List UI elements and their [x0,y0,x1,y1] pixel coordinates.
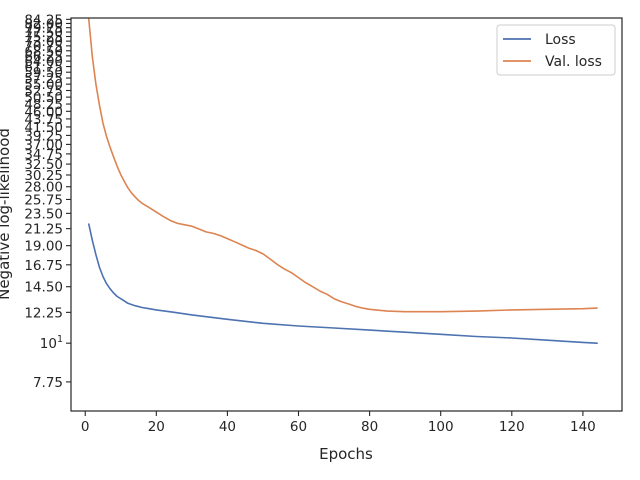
y-tick-label-text: 39.25 [24,128,63,144]
y-tick-label: 84.25 [24,12,63,28]
y-tick-label-text: 66.25 [24,49,63,65]
x-tick-label: 140 [570,419,596,435]
y-tick-label: 101 [40,334,63,352]
y-tick-label: 75.25 [24,30,63,46]
series-line-val-loss [88,18,598,313]
y-tick-label-text: 55.00 [24,77,63,93]
y-tick-label-text: 37.00 [24,137,63,153]
y-tick-label-text: 28.00 [24,180,63,196]
y-tick-label: 23.50 [24,206,63,222]
y-tick-label-text: 10 [40,336,57,352]
legend-entry: Loss [545,32,576,48]
y-tick-label: 68.50 [24,44,63,60]
x-tick-label: 0 [81,419,90,435]
y-tick-label-text: 25.75 [24,192,63,208]
y-tick-label-text: 41.50 [24,120,63,136]
y-tick-label: 61.75 [24,60,63,76]
series-line-loss [88,223,598,345]
y-tick-label-text: 14.50 [24,280,63,296]
y-tick-label-text: 43.75 [24,112,63,128]
y-tick-label-text: 61.75 [24,60,63,76]
y-tick-label-text: 77.50 [24,25,63,41]
y-tick-label: 39.25 [24,128,63,144]
y-tick-label-text: 21.25 [24,222,63,238]
y-tick-label: 70.75 [24,39,63,55]
y-tick-label-exponent: 1 [57,334,63,345]
plot-frame [70,17,623,412]
y-tick-label: 37.00 [24,137,63,153]
y-tick-label-text: 79.75 [24,21,63,37]
y-tick-label: 57.25 [24,71,63,87]
y-tick-label-text: 7.75 [33,375,63,391]
y-tick-label: 25.75 [24,192,63,208]
y-tick-label-text: 50.50 [24,90,63,106]
legend-box [496,24,616,76]
y-tick-label-text: 23.50 [24,206,63,222]
y-tick-label: 64.00 [24,54,63,70]
x-tick-label: 80 [361,419,378,435]
y-tick-label: 59.50 [24,65,63,81]
y-tick-label-text: 32.50 [24,157,63,173]
y-tick-label: 46.00 [24,104,63,120]
y-tick-label: 28.00 [24,180,63,196]
y-tick-label: 43.75 [24,112,63,128]
y-tick-label: 73.00 [24,34,63,50]
y-tick-label: 19.00 [24,239,63,255]
y-tick-label: 79.75 [24,21,63,37]
x-tick-label: 40 [219,419,236,435]
y-axis-label: Negative log-likelihood [0,128,13,300]
legend: Loss Val. loss [496,24,616,76]
y-tick-label: 48.25 [24,97,63,113]
tick-layer: 0 20 40 60 80 100 120 140 7.75 101 12.25 14.50 16.75… [24,12,595,435]
y-tick-label-text: 12.25 [24,305,63,321]
y-tick-label-text: 59.50 [24,65,63,81]
y-tick-label: 14.50 [24,280,63,296]
y-tick-label: 41.50 [24,120,63,136]
y-tick-label-text: 75.25 [24,30,63,46]
y-tick-label: 34.75 [24,147,63,163]
y-tick-label-text: 48.25 [24,97,63,113]
y-tick-label: 7.75 [33,375,63,391]
y-tick-label-text: 19.00 [24,239,63,255]
series-layer [88,18,598,345]
y-tick-label: 12.25 [24,305,63,321]
y-tick-label-text: 84.25 [24,12,63,28]
x-tick-label: 100 [428,419,454,435]
y-tick-label-text: 68.50 [24,44,63,60]
y-tick-label-text: 82.00 [24,16,63,32]
legend-entry: Val. loss [545,54,602,70]
y-tick-label: 50.50 [24,90,63,106]
y-tick-label: 82.00 [24,16,63,32]
y-tick-label: 77.50 [24,25,63,41]
y-tick-label-text: 57.25 [24,71,63,87]
y-tick-label-text: 70.75 [24,39,63,55]
y-tick-label-text: 52.75 [24,83,63,99]
y-tick-label: 30.25 [24,168,63,184]
y-tick-label: 52.75 [24,83,63,99]
x-tick-label: 120 [499,419,525,435]
y-tick-label-text: 30.25 [24,168,63,184]
y-tick-label-text: 46.00 [24,104,63,120]
y-tick-label: 66.25 [24,49,63,65]
y-tick-label: 21.25 [24,222,63,238]
x-axis-label: Epochs [319,445,373,463]
y-tick-label: 16.75 [24,258,63,274]
x-tick-label: 60 [290,419,307,435]
y-tick-label-text: 64.00 [24,54,63,70]
y-tick-label-text: 16.75 [24,258,63,274]
y-tick-label: 55.00 [24,77,63,93]
y-tick-label-text: 73.00 [24,34,63,50]
y-tick-label: 32.50 [24,157,63,173]
x-tick-label: 20 [148,419,165,435]
y-tick-label-text: 34.75 [24,147,63,163]
